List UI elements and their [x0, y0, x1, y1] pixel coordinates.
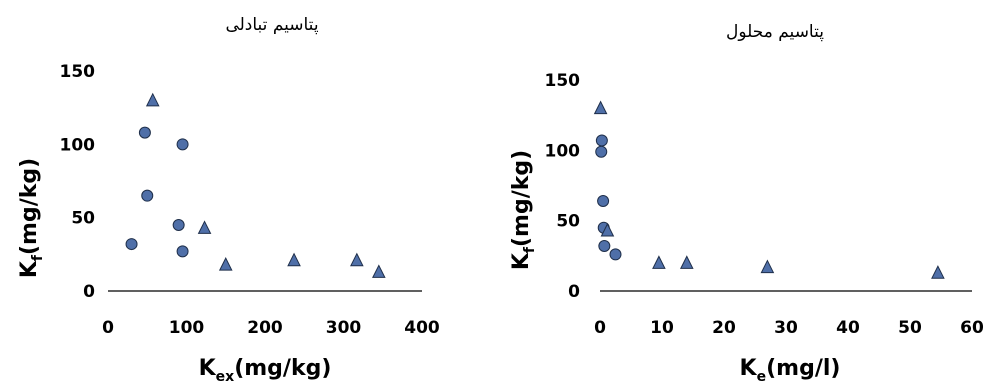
x-axis-label: Kex(mg/kg) [199, 356, 332, 381]
y-tick-label: 0 [83, 282, 95, 302]
circle-point [176, 138, 189, 151]
triangle-point [197, 220, 212, 234]
y-tick-labels: 0 50 100 150 [60, 62, 96, 302]
x-tick-label: 10 [650, 318, 674, 338]
x-tick-labels: 0 100 200 300 400 [102, 318, 440, 338]
triangle-point [760, 259, 775, 274]
x-tick-labels: 0 10 20 30 40 50 60 [594, 318, 984, 338]
chart-title: پتاسیم تبادلی [225, 15, 318, 35]
y-tick-label: 50 [71, 209, 95, 229]
y-tick-label: 150 [60, 62, 96, 82]
x-tick-label: 300 [326, 318, 362, 338]
triangle-point [350, 252, 364, 267]
y-tick-label: 150 [545, 71, 581, 91]
x-tick-label: 0 [102, 318, 114, 338]
chart-title: پتاسیم محلول [726, 22, 824, 42]
x-tick-label: 40 [836, 318, 860, 338]
data-points [593, 100, 945, 279]
triangle-point [218, 256, 233, 271]
circle-point [125, 238, 138, 251]
circle-point [595, 145, 608, 158]
y-axis-label: Kf(mg/kg) [17, 158, 46, 278]
triangle-point [600, 222, 615, 237]
x-tick-label: 400 [404, 318, 440, 338]
triangle-point [287, 252, 301, 267]
triangle-point [931, 265, 945, 279]
data-points [125, 92, 386, 278]
circle-point [598, 239, 611, 252]
triangle-point [145, 92, 160, 107]
circle-point [172, 219, 185, 231]
triangle-point [679, 255, 694, 269]
x-tick-label: 60 [960, 318, 984, 338]
x-tick-label: 20 [712, 318, 736, 338]
triangle-point [593, 100, 608, 115]
x-tick-label: 30 [774, 318, 798, 338]
circle-point [597, 194, 610, 207]
y-tick-label: 0 [568, 282, 580, 302]
x-tick-label: 200 [247, 318, 283, 338]
triangle-point [372, 264, 386, 278]
x-tick-label: 100 [169, 318, 205, 338]
circle-point [141, 189, 154, 202]
y-tick-labels: 0 50 100 150 [545, 71, 581, 302]
x-tick-label: 0 [594, 318, 606, 338]
chart-exchangeable-potassium: پتاسیم تبادلی 0 50 100 150 0 100 200 300 400 Ke… [17, 15, 440, 381]
circle-point [176, 245, 189, 258]
chart-soluble-potassium: پتاسیم محلول 0 50 100 150 0 10 20 30 40 50 60 Ke(… [509, 22, 984, 381]
y-tick-label: 50 [556, 212, 580, 232]
x-axis-label: Ke(mg/l) [740, 356, 841, 381]
y-axis-label: Kf(mg/kg) [509, 150, 538, 270]
y-tick-label: 100 [60, 135, 96, 155]
triangle-point [652, 255, 666, 269]
y-tick-label: 100 [545, 141, 581, 161]
circle-point [595, 134, 608, 147]
circle-point [138, 126, 151, 139]
x-tick-label: 50 [898, 318, 922, 338]
circle-point [609, 248, 622, 261]
